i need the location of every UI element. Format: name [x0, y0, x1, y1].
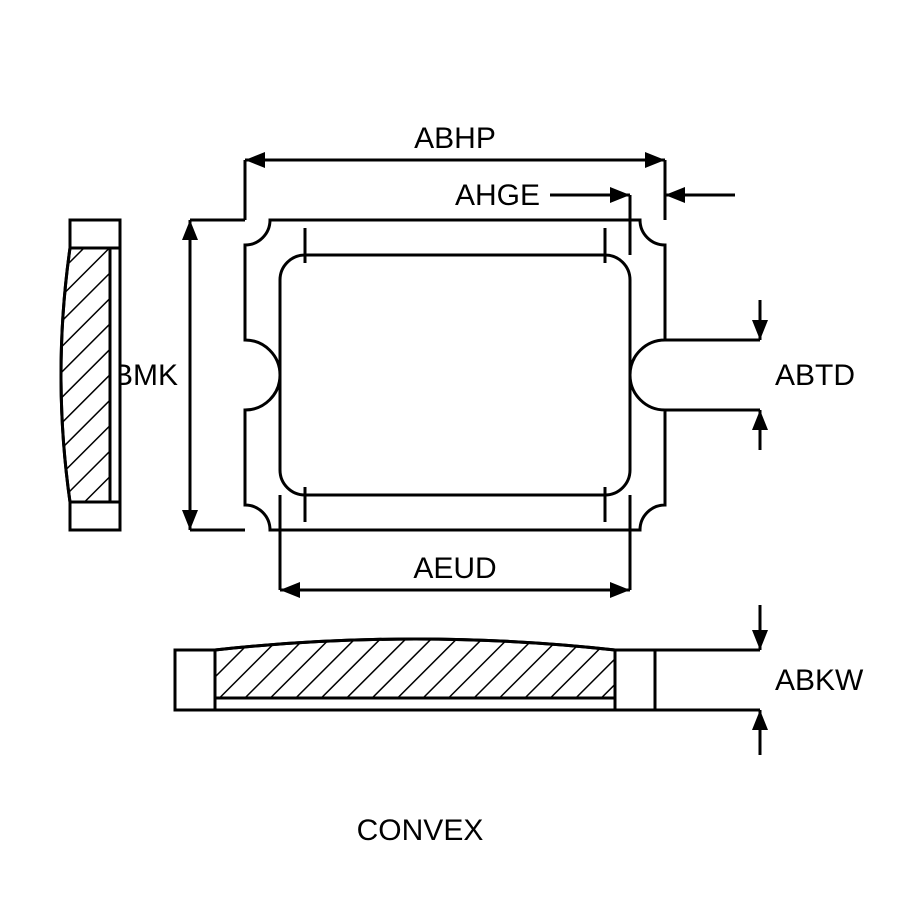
- label-ahge: AHGE: [455, 179, 540, 212]
- label-abhp: ABHP: [414, 122, 496, 155]
- label-abtd: ABTD: [775, 359, 855, 392]
- diagram-title: CONVEX: [357, 814, 484, 847]
- label-abkw: ABKW: [775, 664, 864, 697]
- label-aeud: AEUD: [413, 552, 496, 585]
